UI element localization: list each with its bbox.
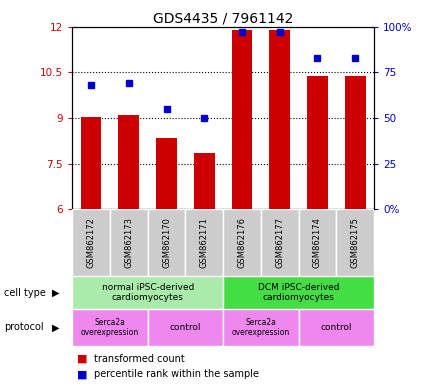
Text: ■: ■ (76, 354, 87, 364)
Bar (72, 276, 223, 309)
Text: percentile rank within the sample: percentile rank within the sample (94, 369, 258, 379)
Text: protocol: protocol (4, 322, 44, 333)
Bar (307, 76, 328, 209)
Bar (223, 209, 261, 276)
Text: cell type: cell type (4, 288, 46, 298)
Text: transformed count: transformed count (94, 354, 184, 364)
Bar (261, 209, 298, 276)
Bar (298, 209, 336, 276)
Bar (148, 309, 223, 346)
Bar (345, 76, 366, 209)
Text: Serca2a
overexpression: Serca2a overexpression (232, 318, 290, 337)
Text: GSM862170: GSM862170 (162, 217, 171, 268)
Text: GSM862174: GSM862174 (313, 217, 322, 268)
Bar (232, 30, 252, 209)
Text: control: control (320, 323, 352, 332)
Bar (81, 117, 102, 209)
Bar (223, 276, 374, 309)
Text: DCM iPSC-derived
cardiomyocytes: DCM iPSC-derived cardiomyocytes (258, 283, 339, 303)
Text: ▶: ▶ (51, 322, 59, 333)
Text: GSM862172: GSM862172 (87, 217, 96, 268)
Bar (185, 209, 223, 276)
Text: GSM862173: GSM862173 (125, 217, 133, 268)
Bar (110, 209, 148, 276)
Bar (298, 309, 374, 346)
Text: ■: ■ (76, 369, 87, 379)
Bar (194, 153, 215, 209)
Bar (269, 30, 290, 209)
Text: normal iPSC-derived
cardiomyocytes: normal iPSC-derived cardiomyocytes (102, 283, 194, 303)
Bar (72, 309, 148, 346)
Text: ▶: ▶ (51, 288, 59, 298)
Title: GDS4435 / 7961142: GDS4435 / 7961142 (153, 12, 293, 26)
Bar (148, 209, 185, 276)
Text: control: control (170, 323, 201, 332)
Bar (223, 309, 298, 346)
Text: Serca2a
overexpression: Serca2a overexpression (81, 318, 139, 337)
Text: GSM862171: GSM862171 (200, 217, 209, 268)
Text: GSM862175: GSM862175 (351, 217, 360, 268)
Bar (336, 209, 374, 276)
Bar (156, 138, 177, 209)
Text: GSM862176: GSM862176 (238, 217, 246, 268)
Text: GSM862177: GSM862177 (275, 217, 284, 268)
Bar (72, 209, 110, 276)
Bar (119, 115, 139, 209)
